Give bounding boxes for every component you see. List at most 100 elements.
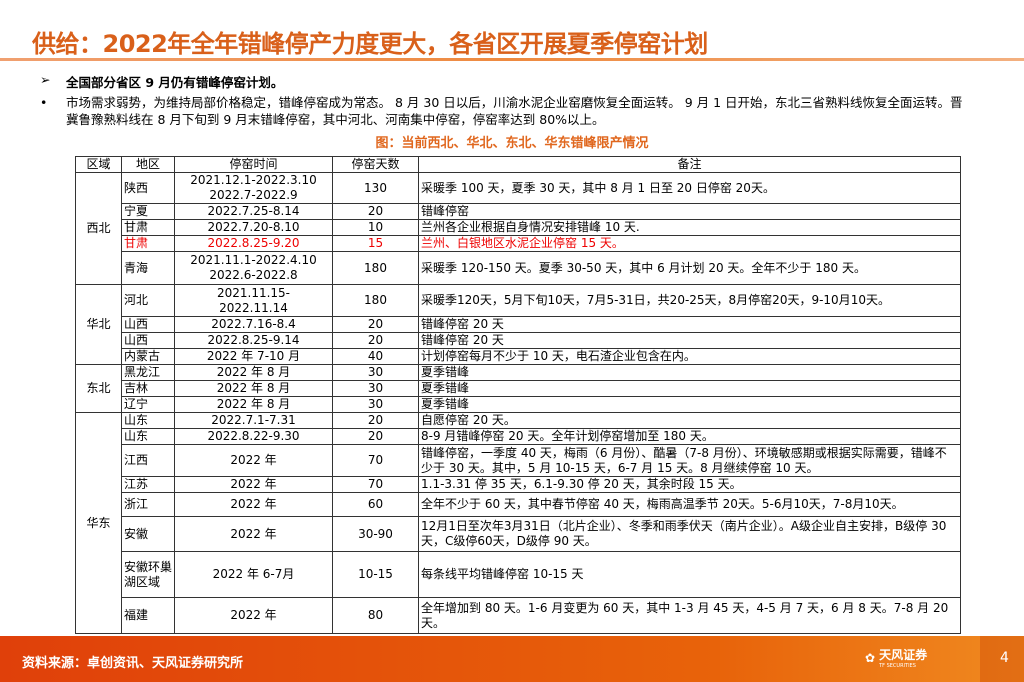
table-row: 安徽 2022 年 30-90 12月1日至次年3月31日（北片企业）、冬季和雨季伏天…	[76, 516, 961, 552]
note-cell: 兰州、白银地区水泥企业停窑 15 天。	[418, 235, 961, 252]
note-cell: 1.1-3.31 停 35 天，6.1-9.30 停 20 天，其余时段 15 …	[418, 476, 961, 493]
period-cell: 2022 年	[174, 476, 333, 493]
province-cell: 青海	[121, 251, 175, 285]
table-row: 山东 2022.8.22-9.30 20 8-9 月错峰停窑 20 天。全年计划停窑增…	[76, 428, 961, 445]
note-cell: 夏季错峰	[418, 396, 961, 413]
province-cell: 宁夏	[121, 203, 175, 220]
table-row: 山西 2022.7.16-8.4 20 错峰停窑 20 天	[76, 316, 961, 333]
period-cell: 2022 年	[174, 516, 333, 552]
period-cell: 2022.7.20-8.10	[174, 219, 333, 236]
figure-caption: 图：当前西北、华北、东北、华东错峰限产情况	[375, 136, 649, 151]
period-cell: 2022 年 7-10 月	[174, 348, 333, 365]
period-cell: 2022.7.1-7.31	[174, 412, 333, 429]
table-header-row: 区域 地区 停窑时间 停窑天数 备注	[75, 156, 961, 173]
days-cell: 80	[332, 597, 419, 634]
flower-logo-icon: ✿	[865, 650, 876, 665]
logo-text: 天风证券	[879, 648, 928, 662]
province-cell: 山西	[121, 316, 175, 333]
period-cell: 2022.7.25-8.14	[174, 203, 333, 220]
province-cell: 安徽	[121, 516, 175, 552]
note-cell: 错峰停窑，一季度 40 天，梅雨（6 月份）、酷暑（7-8 月份）、环境敏感期或…	[418, 444, 961, 477]
days-cell: 180	[332, 284, 419, 317]
dot-bullet-icon: •	[40, 95, 48, 110]
arrow-bullet-icon: ➢	[40, 72, 51, 87]
days-cell: 70	[332, 476, 419, 493]
note-cell: 夏季错峰	[418, 364, 961, 381]
note-cell: 错峰停窑	[418, 203, 961, 220]
table-row: 青海 2021.11.1-2022.4.10 2022.6-2022.8 180 采暖…	[76, 251, 961, 285]
table-row: 东北 黑龙江 2022 年 8 月 30 夏季错峰	[75, 364, 961, 413]
table-row: 江苏 2022 年 70 1.1-3.31 停 35 天，6.1-9.30 停 20 …	[76, 476, 961, 493]
table-row: 浙江 2022 年 60 全年不少于 60 天，其中春节停窑 40 天，梅雨高温季节 …	[76, 492, 961, 517]
days-cell: 60	[332, 492, 419, 517]
period-cell: 2022 年 6-7月	[174, 551, 333, 598]
column-header: 区域	[75, 156, 122, 173]
period-cell: 2022 年 8 月	[174, 396, 333, 413]
note-cell: 采暖季 120-150 天。夏季 30-50 天，其中 6 月计划 20 天。全…	[418, 251, 961, 285]
table-row: 山西 2022.8.25-9.14 20 错峰停窑 20 天	[76, 332, 961, 349]
period-cell: 2022.8.25-9.20	[174, 235, 333, 252]
table-row: 甘肃 2022.7.20-8.10 10 兰州各企业根据自身情况安排错峰 10 天.	[76, 219, 961, 236]
table-row: 安徽环巢湖区域 2022 年 6-7月 10-15 每条线平均错峰停窑 10-15 天	[76, 551, 961, 598]
days-cell: 20	[332, 316, 419, 333]
days-cell: 20	[332, 332, 419, 349]
column-header: 地区	[121, 156, 175, 173]
note-cell: 全年不少于 60 天，其中春节停窑 40 天，梅雨高温季节 20天。5-6月10…	[418, 492, 961, 517]
days-cell: 180	[332, 251, 419, 285]
region-cell: 华东	[75, 412, 122, 634]
province-cell: 甘肃	[121, 219, 175, 236]
decorative-strip	[980, 636, 1024, 682]
bullet-2: • 市场需求弱势，为维持局部价格稳定，错峰停窑成为常态。 8 月 30 日以后，川…	[40, 94, 970, 128]
bullet-text: 市场需求弱势，为维持局部价格稳定，错峰停窑成为常态。 8 月 30 日以后，川渝…	[66, 95, 963, 127]
title-divider	[0, 58, 1024, 61]
province-cell: 黑龙江	[121, 364, 175, 381]
note-cell: 采暖季 100 天，夏季 30 天，其中 8 月 1 日至 20 日停窑 20天…	[418, 172, 961, 204]
period-cell: 2021.12.1-2022.3.10 2022.7-2022.9	[174, 172, 333, 204]
days-cell: 30	[332, 396, 419, 413]
table-row: 华东 山东 2022.7.1-7.31 20 自愿停窑 20 天。	[75, 412, 961, 634]
days-cell: 40	[332, 348, 419, 365]
days-cell: 30	[332, 380, 419, 397]
province-cell: 江西	[121, 444, 175, 477]
note-cell: 8-9 月错峰停窑 20 天。全年计划停窑增加至 180 天。	[418, 428, 961, 445]
province-cell: 甘肃	[121, 235, 175, 252]
region-cell: 东北	[75, 364, 122, 413]
note-cell: 错峰停窑 20 天	[418, 332, 961, 349]
period-cell: 2022 年	[174, 444, 333, 477]
province-cell: 江苏	[121, 476, 175, 493]
period-cell: 2022 年 8 月	[174, 380, 333, 397]
days-cell: 30-90	[332, 516, 419, 552]
province-cell: 山西	[121, 332, 175, 349]
province-cell: 辽宁	[121, 396, 175, 413]
bullet-text: 全国部分省区 9 月仍有错峰停窑计划。	[66, 75, 284, 90]
note-cell: 错峰停窑 20 天	[418, 316, 961, 333]
company-logo: ✿ 天风证券 TF SECURITIES	[865, 646, 927, 669]
note-cell: 计划停窑每月不少于 10 天，电石渣企业包含在内。	[418, 348, 961, 365]
table-row: 吉林 2022 年 8 月 30 夏季错峰	[76, 380, 961, 397]
region-cell: 华北	[75, 284, 122, 365]
period-cell: 2022 年	[174, 597, 333, 634]
table-row: 华北 河北 2021.11.15- 2022.11.14 180 采暖季120天，5月下…	[75, 284, 961, 365]
table-row: 辽宁 2022 年 8 月 30 夏季错峰	[76, 396, 961, 413]
column-header: 停窑时间	[174, 156, 333, 173]
days-cell: 10	[332, 219, 419, 236]
region-cell: 西北	[75, 172, 122, 285]
table-row: 内蒙古 2022 年 7-10 月 40 计划停窑每月不少于 10 天，电石渣企业包含…	[76, 348, 961, 365]
note-cell: 12月1日至次年3月31日（北片企业）、冬季和雨季伏天（南片企业）。A级企业自主…	[418, 516, 961, 552]
province-cell: 吉林	[121, 380, 175, 397]
note-cell: 自愿停窑 20 天。	[418, 412, 961, 429]
province-cell: 内蒙古	[121, 348, 175, 365]
table-row: 宁夏 2022.7.25-8.14 20 错峰停窑	[76, 203, 961, 220]
province-cell: 山东	[121, 412, 175, 429]
bullet-1: ➢ 全国部分省区 9 月仍有错峰停窑计划。	[40, 72, 283, 91]
column-header: 备注	[418, 156, 961, 173]
table-row: 福建 2022 年 80 全年增加到 80 天。1-6 月变更为 60 天，其中 1-…	[76, 597, 961, 634]
period-cell: 2022.8.22-9.30	[174, 428, 333, 445]
production-cut-table: 区域 地区 停窑时间 停窑天数 备注 西北 陕西 2021.12.1-2022.3.10 20…	[75, 156, 961, 634]
period-cell: 2022.8.25-9.14	[174, 332, 333, 349]
slide-title: 供给：2022年全年错峰停产力度更大，各省区开展夏季停窑计划	[32, 30, 708, 58]
note-cell: 每条线平均错峰停窑 10-15 天	[418, 551, 961, 598]
period-cell: 2022 年 8 月	[174, 364, 333, 381]
days-cell: 20	[332, 428, 419, 445]
table-row: 江西 2022 年 70 错峰停窑，一季度 40 天，梅雨（6 月份）、酷暑（7-8 …	[76, 444, 961, 477]
